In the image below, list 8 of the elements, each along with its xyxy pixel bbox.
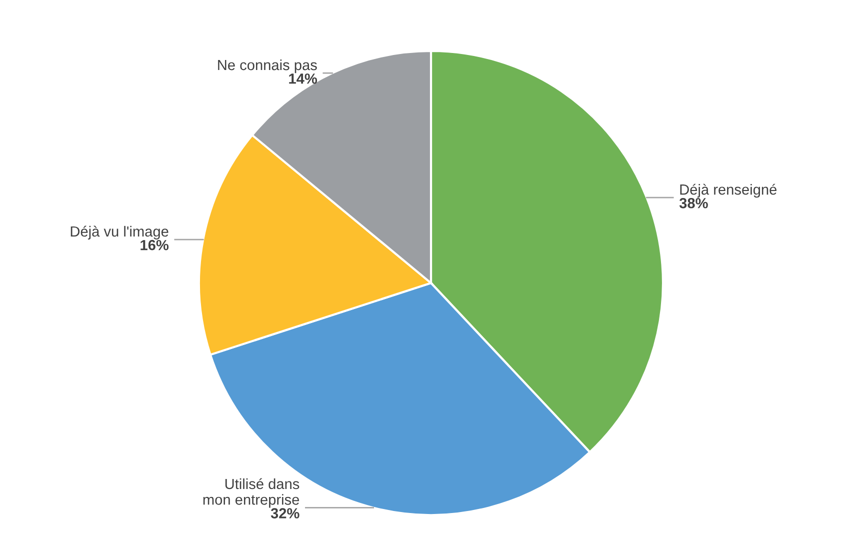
slice-label: Déjà renseigné <box>680 184 777 198</box>
data-label: 32% <box>270 508 300 518</box>
data-label: 38% <box>679 198 708 208</box>
slice-label: Ne connais pas <box>218 59 317 74</box>
slice-label: Utilisé dans mon entreprise <box>203 478 300 508</box>
slice-label: Déjà vu l'image <box>70 226 168 240</box>
data-label: 14% <box>289 74 318 84</box>
data-label: 16% <box>140 240 169 250</box>
